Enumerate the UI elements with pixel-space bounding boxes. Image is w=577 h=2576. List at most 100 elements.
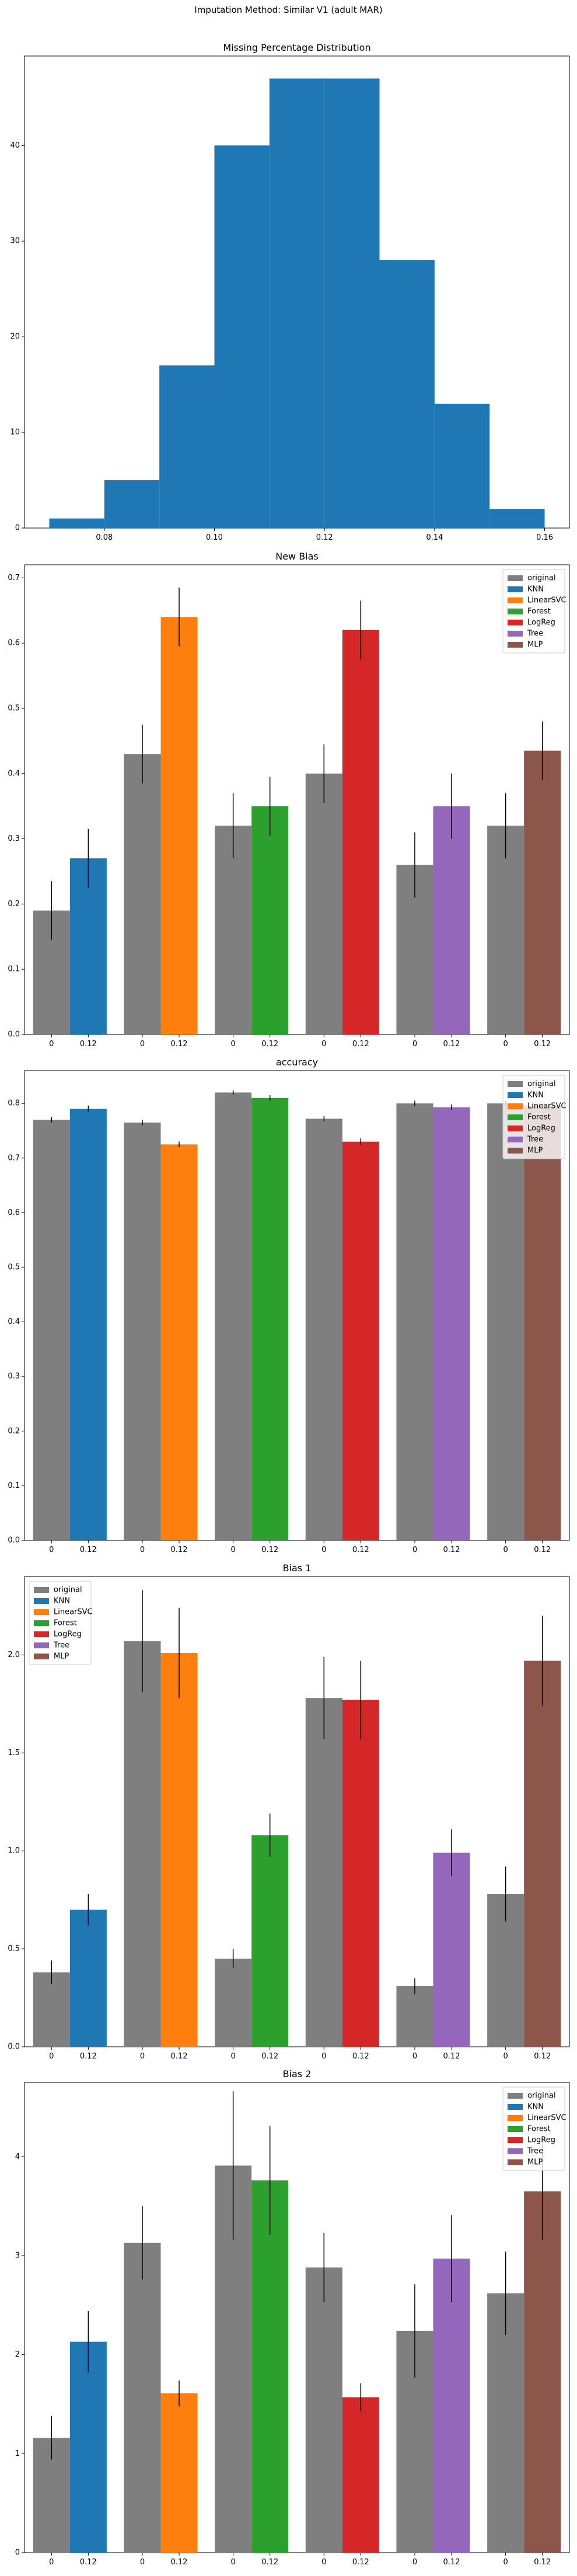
bar-Tree: [433, 1853, 470, 2047]
bar-KNN: [69, 1109, 107, 1540]
chart-title-0: Missing Percentage Distribution: [223, 42, 370, 53]
legend-swatch-KNN: [508, 586, 523, 592]
legend-label-MLP: MLP: [527, 641, 543, 649]
bar-original-MLP: [487, 1103, 524, 1540]
x-tick-label-2: 0.12: [80, 1546, 97, 1554]
y-tick-label-2: 0.2: [8, 1427, 20, 1435]
chart-title-1: New Bias: [275, 551, 319, 562]
legend-label-original: original: [527, 574, 556, 583]
x-tick-label-4: 0.12: [80, 2558, 97, 2567]
y-tick-label-2: 0.0: [8, 1536, 20, 1545]
y-tick-label-4: 0: [15, 2549, 20, 2557]
legend-swatch-original: [34, 1587, 49, 1593]
x-tick-label-2: 0.12: [352, 1546, 369, 1554]
y-tick-label-4: 4: [15, 2152, 20, 2161]
y-tick-label-0: 30: [10, 237, 20, 246]
bar-Tree: [433, 1107, 470, 1540]
legend-label-Forest: Forest: [527, 2125, 551, 2134]
legend-swatch-KNN: [34, 1598, 49, 1604]
x-tick-label-3: 0.12: [171, 2052, 188, 2061]
legend-label-MLP: MLP: [527, 1147, 543, 1155]
x-tick-label-3: 0.12: [352, 2052, 369, 2061]
histogram-bar: [324, 78, 380, 528]
y-tick-label-3: 2.0: [8, 1651, 20, 1659]
legend-label-LogReg: LogReg: [527, 618, 555, 627]
bar-original-Forest: [215, 1092, 252, 1540]
x-tick-label-2: 0: [503, 1546, 508, 1554]
legend-label-LinearSVC: LinearSVC: [527, 596, 566, 605]
y-tick-label-2: 0.5: [8, 1263, 20, 1271]
x-tick-label-1: 0: [503, 1040, 508, 1048]
legend-swatch-MLP: [508, 1148, 523, 1154]
legend-swatch-Forest: [508, 609, 523, 614]
legend-swatch-LinearSVC: [508, 2115, 523, 2121]
legend-label-LogReg: LogReg: [527, 1124, 555, 1133]
bar-Tree: [433, 806, 470, 1034]
x-tick-label-1: 0.12: [171, 1040, 188, 1048]
legend-swatch-Tree: [34, 1642, 49, 1648]
legend-swatch-LogReg: [508, 620, 523, 625]
x-tick-label-4: 0: [412, 2558, 417, 2567]
legend-label-LogReg: LogReg: [54, 1630, 82, 1639]
bar-original-LinearSVC: [124, 1641, 161, 2047]
x-tick-label-4: 0: [321, 2558, 326, 2567]
bar-LogReg: [342, 630, 379, 1034]
x-tick-label-2: 0: [49, 1546, 54, 1554]
x-tick-label-0: 0.08: [96, 533, 113, 542]
x-tick-label-3: 0: [140, 2052, 145, 2061]
legend-label-LinearSVC: LinearSVC: [527, 2114, 566, 2123]
y-tick-label-2: 0.4: [8, 1317, 20, 1326]
y-tick-label-1: 0.0: [8, 1030, 20, 1039]
figure-title: Imputation Method: Similar V1 (adult MAR…: [194, 5, 383, 15]
histogram-bar: [214, 145, 270, 529]
y-tick-label-3: 1.5: [8, 1749, 20, 1757]
bar-Tree: [433, 2259, 470, 2553]
x-tick-label-4: 0: [231, 2558, 236, 2567]
x-tick-label-0: 0.14: [426, 533, 443, 542]
x-tick-label-3: 0: [503, 2052, 508, 2061]
histogram-bar: [104, 480, 160, 528]
y-tick-label-0: 40: [10, 141, 20, 150]
bar-original-LinearSVC: [124, 754, 161, 1034]
x-tick-label-1: 0: [140, 1040, 145, 1048]
legend-swatch-Tree: [508, 1137, 523, 1142]
bar-original-LinearSVC: [124, 1122, 161, 1540]
legend-swatch-Tree: [508, 631, 523, 637]
bar-LinearSVC: [160, 2393, 198, 2553]
y-tick-label-2: 0.6: [8, 1208, 20, 1217]
histogram-bar: [434, 403, 490, 528]
x-tick-label-1: 0.12: [443, 1040, 460, 1048]
x-tick-label-0: 0.16: [536, 533, 553, 542]
x-tick-label-4: 0: [49, 2558, 54, 2567]
histogram-bar: [159, 365, 215, 528]
x-tick-label-3: 0.12: [261, 2052, 278, 2061]
legend-swatch-Tree: [508, 2148, 523, 2154]
x-tick-label-0: 0.12: [316, 533, 333, 542]
legend-label-Tree: Tree: [527, 2147, 543, 2156]
x-tick-label-3: 0: [231, 2052, 236, 2061]
y-tick-label-4: 3: [15, 2251, 20, 2260]
bar-LogReg: [342, 1700, 379, 2047]
legend-label-LogReg: LogReg: [527, 2136, 555, 2145]
legend-label-KNN: KNN: [527, 2103, 544, 2112]
bar-original-Forest: [215, 1958, 252, 2047]
legend-swatch-LogReg: [34, 1631, 49, 1637]
x-tick-label-4: 0.12: [171, 2558, 188, 2567]
bar-KNN: [69, 1909, 107, 2047]
x-tick-label-2: 0: [140, 1546, 145, 1554]
bar-original-MLP: [487, 2293, 524, 2553]
chart-title-3: Bias 1: [283, 1563, 312, 1574]
x-tick-label-4: 0.12: [534, 2558, 551, 2567]
x-tick-label-2: 0.12: [534, 1546, 551, 1554]
y-tick-label-3: 1.0: [8, 1847, 20, 1855]
y-tick-label-1: 0.7: [8, 574, 20, 582]
legend-swatch-Forest: [508, 2126, 523, 2132]
legend-label-Forest: Forest: [527, 1113, 551, 1122]
axes-frame-2: [24, 1070, 570, 1541]
x-tick-label-4: 0.12: [352, 2558, 369, 2567]
x-tick-label-0: 0.10: [206, 533, 223, 542]
legend-swatch-original: [508, 2093, 523, 2099]
x-tick-label-3: 0.12: [80, 2052, 97, 2061]
x-tick-label-2: 0: [412, 1546, 417, 1554]
